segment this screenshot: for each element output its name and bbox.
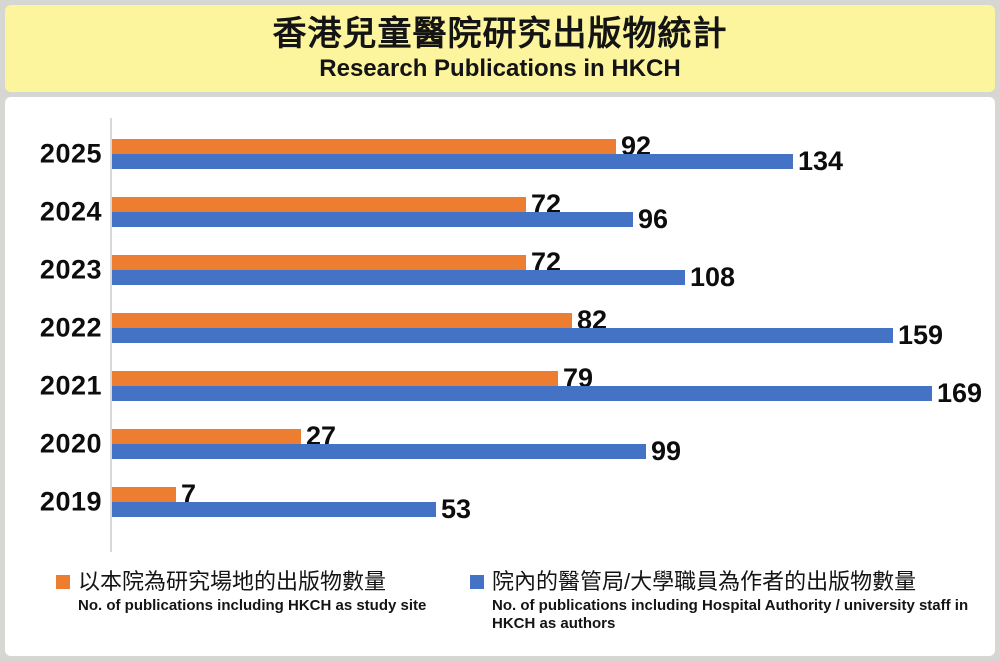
chart-row: 2025 92 134	[5, 125, 995, 183]
authors-bar	[112, 444, 646, 459]
study-site-bar	[112, 197, 526, 212]
chart-rows: 2025 92 134 2024 72 96 2023 72 108 2022 82 159 2021 7…	[5, 125, 995, 531]
bar-pair: 7 53	[112, 479, 472, 524]
value-label: 169	[937, 378, 983, 408]
authors-bar	[112, 212, 633, 227]
year-label: 2025	[39, 138, 102, 169]
legend-label-chinese: 以本院為研究場地的出版物數量	[78, 569, 387, 594]
study-site-bar	[112, 313, 572, 328]
bar-line: 7	[112, 479, 471, 509]
authors-bar	[112, 154, 793, 169]
legend-label-english: No. of publications including HKCH as st…	[78, 597, 427, 614]
chart-header: 香港兒童醫院研究出版物統計 Research Publications in H…	[5, 5, 995, 92]
value-label: 96	[638, 204, 669, 234]
year-label: 2020	[39, 428, 102, 459]
study-site-bar	[112, 139, 616, 154]
value-label: 159	[898, 320, 944, 350]
bar-line: 134	[112, 146, 844, 176]
legend-label-english: No. of publications including Hospital A…	[492, 597, 969, 632]
authors-bar	[112, 328, 893, 343]
bar-line: 72	[112, 247, 735, 277]
chart-row: 2020 27 99	[5, 415, 995, 473]
bar-line: 53	[112, 494, 472, 524]
value-label: 79	[563, 363, 594, 393]
chart-area: 2025 92 134 2024 72 96 2023 72 108 2022 82 159 2021 7…	[5, 97, 995, 656]
chart-row: 2022 82 159	[5, 299, 995, 357]
chart-title-chinese: 香港兒童醫院研究出版物統計	[272, 15, 728, 53]
value-label: 72	[531, 189, 562, 219]
value-label: 27	[306, 421, 337, 451]
bar-line: 27	[112, 421, 681, 451]
legend-item-authors: 院內的醫管局/大學職員為作者的出版物數量 No. of publications…	[470, 569, 992, 633]
authors-bar	[112, 502, 436, 517]
study-site-bar	[112, 371, 558, 386]
bar-pair: 72 108	[112, 247, 736, 292]
chart-row: 2021 79 169	[5, 357, 995, 415]
bar-pair: 72 96	[112, 189, 669, 234]
year-label: 2024	[39, 196, 102, 227]
study-site-bar	[112, 487, 176, 502]
legend-item-study-site: 以本院為研究場地的出版物數量 No. of publications inclu…	[56, 569, 426, 615]
chart-row: 2019 7 53	[5, 473, 995, 531]
bar-line: 96	[112, 204, 669, 234]
year-label: 2019	[39, 486, 102, 517]
bar-line: 92	[112, 131, 843, 161]
legend-label-chinese: 院內的醫管局/大學職員為作者的出版物數量	[492, 569, 917, 594]
year-label: 2023	[39, 254, 102, 285]
chart-row: 2024 72 96	[5, 183, 995, 241]
chart-row: 2023 72 108	[5, 241, 995, 299]
year-label: 2021	[39, 370, 102, 401]
value-label: 99	[651, 436, 682, 466]
bar-line: 108	[112, 262, 736, 292]
bar-line: 72	[112, 189, 668, 219]
y-axis-line	[110, 118, 112, 552]
blue-legend-swatch-icon	[470, 575, 484, 589]
bar-line: 79	[112, 363, 982, 393]
bar-pair: 92 134	[112, 131, 844, 176]
value-label: 92	[621, 131, 652, 161]
orange-legend-swatch-icon	[56, 575, 70, 589]
value-label: 53	[441, 494, 472, 524]
value-label: 82	[577, 305, 608, 335]
bar-pair: 27 99	[112, 421, 682, 466]
authors-bar	[112, 386, 932, 401]
bar-line: 99	[112, 436, 682, 466]
value-label: 108	[690, 262, 736, 292]
bar-line: 159	[112, 320, 944, 350]
bar-pair: 82 159	[112, 305, 944, 350]
bar-line: 82	[112, 305, 943, 335]
year-label: 2022	[39, 312, 102, 343]
authors-bar	[112, 270, 685, 285]
bar-line: 169	[112, 378, 983, 408]
value-label: 134	[798, 146, 844, 176]
bar-pair: 79 169	[112, 363, 983, 408]
value-label: 72	[531, 247, 562, 277]
value-label: 7	[181, 479, 197, 509]
chart-title-english: Research Publications in HKCH	[319, 55, 681, 82]
study-site-bar	[112, 255, 526, 270]
study-site-bar	[112, 429, 301, 444]
